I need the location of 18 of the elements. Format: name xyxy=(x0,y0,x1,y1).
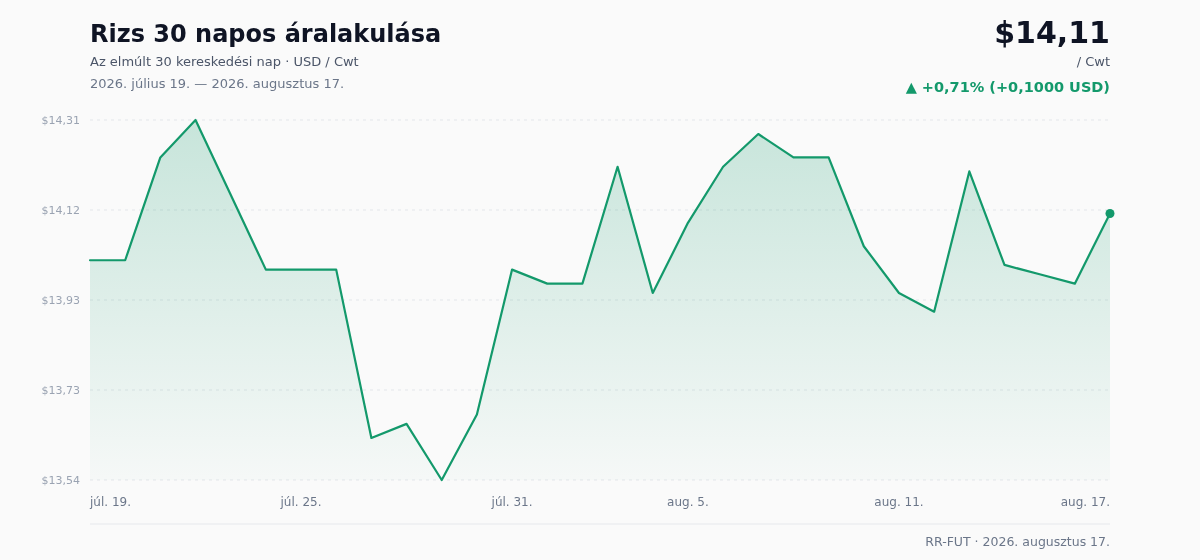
y-tick-label: $13,73 xyxy=(41,383,80,397)
y-tick-label: $14,12 xyxy=(41,203,80,217)
text: $14,11 xyxy=(994,15,1110,50)
x-tick-label: júl. 25. xyxy=(279,495,322,509)
y-tick-label: $13,93 xyxy=(41,293,80,307)
chart-title: Rizs 30 napos áralakulása xyxy=(90,20,442,48)
x-tick-label: aug. 11. xyxy=(874,495,924,509)
x-tick-label: aug. 5. xyxy=(667,495,709,509)
x-tick-label: aug. 17. xyxy=(1060,495,1110,509)
y-tick-label: $14,31 xyxy=(41,113,80,127)
x-tick-label: júl. 19. xyxy=(89,495,131,509)
text: / Cwt xyxy=(1076,54,1110,69)
text: 2026. július 19. — 2026. augusztus 17. xyxy=(90,76,345,91)
x-tick-label: júl. 31. xyxy=(490,495,533,509)
chart-subtitle: Az elmúlt 30 kereskedési nap · USD / Cwt xyxy=(90,54,359,69)
y-tick-label: $13,54 xyxy=(41,473,80,487)
text: RR-FUT · 2026. augusztus 17. xyxy=(925,534,1110,549)
text: ▲ +0,71% (+0,1000 USD) xyxy=(905,79,1110,95)
